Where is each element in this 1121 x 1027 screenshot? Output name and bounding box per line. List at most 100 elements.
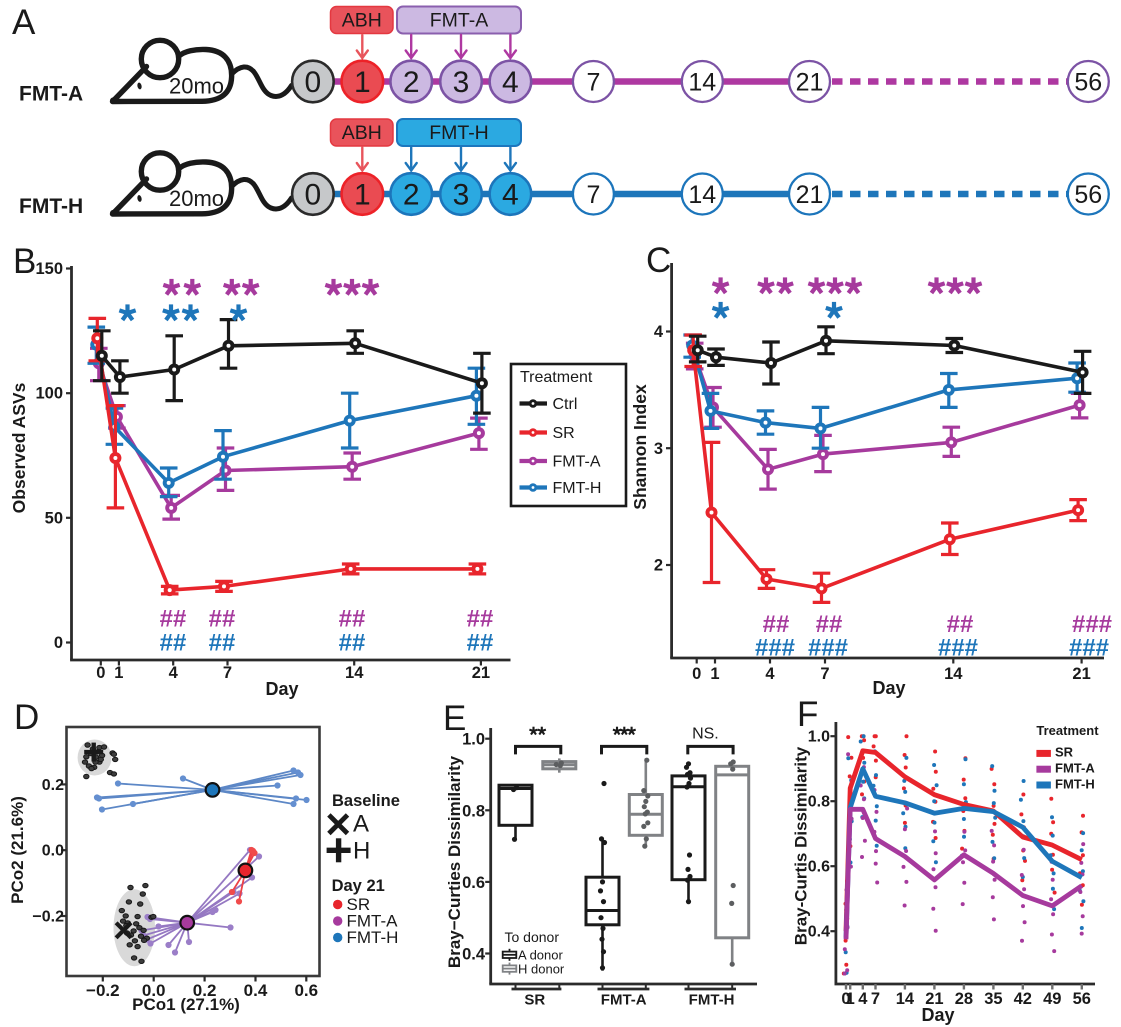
svg-text:0: 0: [692, 665, 701, 683]
svg-text:0.4: 0.4: [244, 981, 268, 1000]
svg-text:SR: SR: [347, 895, 371, 914]
svg-text:21: 21: [925, 990, 943, 1008]
svg-text:##: ##: [209, 630, 236, 657]
svg-text:SR: SR: [1055, 745, 1074, 760]
svg-text:0: 0: [305, 179, 322, 212]
svg-text:14: 14: [688, 181, 716, 209]
svg-text:4: 4: [765, 665, 775, 683]
svg-text:56: 56: [1074, 69, 1102, 97]
svg-text:7: 7: [820, 665, 829, 683]
svg-text:##: ##: [763, 611, 790, 638]
svg-text:14: 14: [688, 69, 716, 97]
svg-text:PCo2 (21.6%): PCo2 (21.6%): [8, 796, 27, 904]
svg-text:C: C: [646, 241, 671, 280]
svg-text:−0.2: −0.2: [86, 981, 120, 1000]
svg-text:100: 100: [35, 385, 63, 403]
svg-text:21: 21: [796, 181, 824, 209]
svg-text:0.6: 0.6: [294, 981, 318, 1000]
svg-text:Treatment: Treatment: [520, 369, 593, 386]
svg-text:FMT-H: FMT-H: [429, 122, 489, 144]
svg-text:##: ##: [160, 606, 187, 633]
svg-text:0.2: 0.2: [42, 777, 64, 794]
svg-text:B: B: [13, 242, 36, 281]
svg-text:FMT-H: FMT-H: [553, 480, 602, 497]
svg-text:Treatment: Treatment: [1036, 723, 1099, 738]
svg-text:D: D: [14, 698, 39, 737]
svg-text:1: 1: [114, 664, 123, 682]
svg-text:FMT-H: FMT-H: [347, 928, 399, 947]
svg-text:0.8: 0.8: [462, 802, 485, 820]
svg-text:42: 42: [1014, 990, 1032, 1008]
svg-text:F: F: [797, 695, 818, 734]
svg-text:Day: Day: [872, 678, 905, 698]
svg-text:3: 3: [654, 440, 663, 458]
svg-text:0.4: 0.4: [462, 946, 486, 964]
svg-text:FMT-A: FMT-A: [601, 992, 647, 1009]
svg-text:0.0: 0.0: [142, 981, 166, 1000]
svg-text:2: 2: [654, 557, 663, 575]
svg-text:To donor: To donor: [505, 929, 560, 945]
svg-text:35: 35: [984, 990, 1002, 1008]
svg-text:##: ##: [467, 630, 494, 657]
svg-text:7: 7: [586, 181, 600, 209]
svg-text:##: ##: [467, 606, 494, 633]
svg-text:###: ###: [1069, 635, 1109, 662]
svg-text:50: 50: [45, 509, 63, 527]
svg-text:0.6: 0.6: [462, 874, 485, 892]
svg-text:##: ##: [947, 611, 974, 638]
svg-text:##: ##: [160, 630, 187, 657]
svg-text:0: 0: [96, 664, 105, 682]
svg-text:Bray-Curtis Dissimilarity: Bray-Curtis Dissimilarity: [792, 746, 811, 945]
svg-text:1: 1: [354, 66, 371, 99]
svg-text:2: 2: [403, 179, 420, 212]
svg-text:0.4: 0.4: [808, 924, 830, 941]
svg-text:20mo: 20mo: [169, 74, 224, 99]
svg-text:Ctrl: Ctrl: [553, 396, 578, 413]
svg-text:1.0: 1.0: [808, 729, 830, 746]
svg-text:0.8: 0.8: [808, 794, 830, 811]
svg-text:FMT-H: FMT-H: [19, 195, 83, 218]
svg-text:FMT-A: FMT-A: [430, 10, 489, 32]
svg-text:Baseline: Baseline: [332, 792, 400, 810]
svg-text:0: 0: [54, 634, 63, 652]
svg-text:14: 14: [345, 664, 364, 682]
svg-text:20mo: 20mo: [169, 186, 224, 211]
svg-text:21: 21: [472, 664, 490, 682]
svg-text:1: 1: [354, 179, 371, 212]
svg-text:A donor: A donor: [518, 948, 563, 963]
svg-text:−0.2: −0.2: [32, 909, 64, 926]
svg-text:E: E: [443, 699, 466, 738]
svg-text:FMT-A: FMT-A: [19, 83, 83, 106]
svg-text:FMT-H: FMT-H: [1055, 776, 1095, 791]
svg-text:1: 1: [710, 665, 719, 683]
svg-text:7: 7: [871, 990, 880, 1008]
svg-text:7: 7: [223, 664, 232, 682]
svg-text:A: A: [12, 3, 36, 42]
svg-text:4: 4: [654, 323, 664, 341]
svg-text:###: ###: [755, 635, 795, 662]
svg-text:Day 21: Day 21: [332, 877, 385, 895]
svg-text:3: 3: [453, 179, 470, 212]
svg-text:4: 4: [858, 990, 868, 1008]
svg-text:##: ##: [339, 606, 366, 633]
svg-text:###: ###: [808, 635, 848, 662]
svg-text:2: 2: [403, 66, 420, 99]
svg-text:0.2: 0.2: [193, 981, 217, 1000]
svg-text:4: 4: [169, 664, 179, 682]
svg-text:FMT-A: FMT-A: [553, 454, 601, 471]
svg-text:28: 28: [955, 990, 973, 1008]
svg-text:Day: Day: [921, 1005, 954, 1025]
svg-text:###: ###: [938, 635, 978, 662]
svg-text:56: 56: [1073, 990, 1091, 1008]
svg-text:0: 0: [305, 66, 322, 99]
svg-text:14: 14: [896, 990, 915, 1008]
svg-text:A: A: [353, 811, 369, 838]
svg-text:3: 3: [453, 66, 470, 99]
svg-text:FMT-A: FMT-A: [347, 912, 399, 931]
svg-text:NS.: NS.: [692, 726, 719, 743]
svg-text:21: 21: [796, 69, 824, 97]
svg-text:1: 1: [846, 990, 855, 1008]
svg-text:H: H: [353, 838, 370, 865]
svg-text:SR: SR: [524, 992, 545, 1009]
svg-text:PCo1 (27.1%): PCo1 (27.1%): [132, 995, 240, 1014]
